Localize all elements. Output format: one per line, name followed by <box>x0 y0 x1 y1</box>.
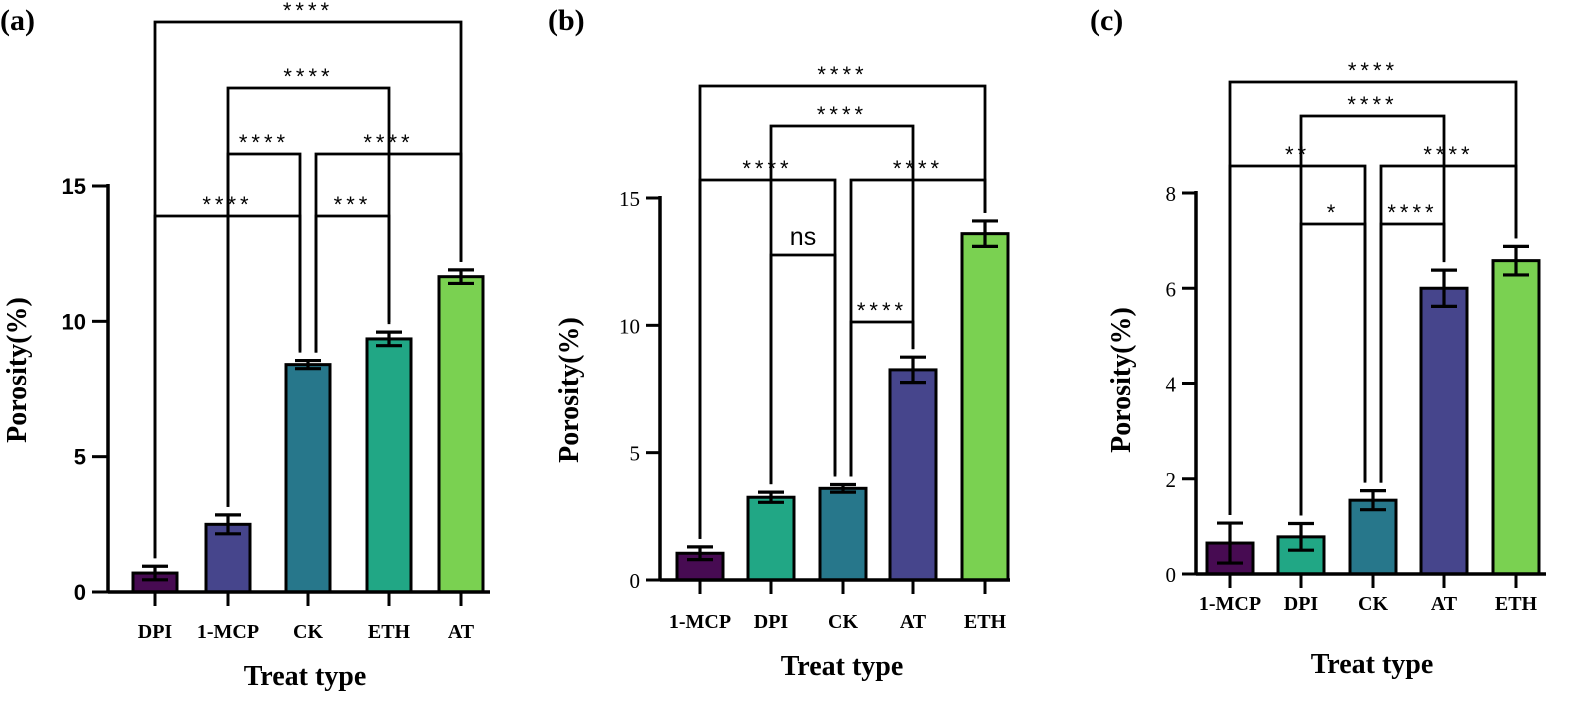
bar-eth <box>1491 259 1541 576</box>
bar-at <box>437 275 485 594</box>
y-tick-label: 10 <box>62 309 86 334</box>
x-tick-label: DPI <box>754 611 789 633</box>
x-tick-label: AT <box>1431 593 1458 615</box>
x-tick-label: ETH <box>964 611 1007 633</box>
bar-eth <box>960 232 1010 582</box>
y-tick-label: 8 <box>1166 182 1177 206</box>
error-bar-dpi <box>142 564 168 582</box>
significance-bracket <box>226 86 391 507</box>
x-tick-label: DPI <box>138 621 173 643</box>
panel-label: (b) <box>548 4 585 37</box>
significance-label: **** <box>1387 200 1437 225</box>
y-tick-label: 4 <box>1166 373 1177 397</box>
x-axis-title: Treat type <box>244 661 367 692</box>
error-bar-1-mcp <box>215 513 241 536</box>
x-tick-label: AT <box>448 621 475 643</box>
significance-label: **** <box>817 102 867 127</box>
bar-dpi <box>746 495 796 582</box>
x-tick-label: 1-MCP <box>1199 593 1261 615</box>
error-bar-1-mcp <box>1217 521 1243 565</box>
bar-ck <box>284 363 332 594</box>
x-tick-label: 1-MCP <box>197 621 259 643</box>
error-bar-at <box>900 355 926 385</box>
error-bar-at <box>1431 268 1457 308</box>
significance-label: **** <box>857 298 907 323</box>
significance-label: **** <box>1423 142 1473 167</box>
x-axis-title: Treat type <box>781 651 904 682</box>
significance-bracket <box>698 84 987 539</box>
y-tick-label: 0 <box>630 569 641 593</box>
x-tick-label: DPI <box>1284 593 1319 615</box>
significance-bracket <box>769 253 837 485</box>
y-tick-label: 15 <box>619 187 640 211</box>
error-bar-ck <box>295 358 321 371</box>
y-axis-title: Porosity(%) <box>554 317 585 463</box>
significance-label: ** <box>1285 142 1310 167</box>
significance-label: **** <box>202 192 252 217</box>
panel-label: (c) <box>1090 4 1123 37</box>
y-tick-label: 5 <box>74 445 86 470</box>
significance-label: *** <box>334 192 372 217</box>
x-tick-label: ETH <box>1495 593 1538 615</box>
bar-at <box>888 368 938 582</box>
error-bar-eth <box>1503 244 1529 277</box>
significance-bracket <box>1228 80 1518 516</box>
significance-bracket <box>769 124 915 485</box>
significance-bracket <box>1228 164 1367 516</box>
bar-ck <box>818 486 868 582</box>
x-tick-label: ETH <box>368 621 411 643</box>
error-bar-ck <box>1360 489 1386 512</box>
y-tick-label: 0 <box>74 580 86 605</box>
error-bar-ck <box>830 482 856 494</box>
chart-panel-c: (c) 0 2 4 6 8 1-MCP DPI CK AT ETH Treat type Porosit… <box>1090 4 1546 680</box>
y-tick-label: 0 <box>1166 563 1177 587</box>
significance-bracket <box>153 20 463 559</box>
error-bar-eth <box>972 219 998 248</box>
error-bar-at <box>448 268 474 286</box>
y-axis-title: Porosity(%) <box>1106 307 1137 453</box>
x-tick-label: CK <box>828 611 858 633</box>
y-tick-label: 2 <box>1166 468 1177 492</box>
error-bar-dpi <box>758 490 784 504</box>
significance-label: **** <box>363 130 413 155</box>
chart-panel-a: (a) 0 5 10 15 DPI 1-MCP CK ETH AT Treat type Porosi… <box>0 0 490 692</box>
bar-at <box>1419 286 1469 576</box>
error-bar-eth <box>376 330 402 348</box>
y-tick-label: 5 <box>630 442 641 466</box>
significance-label: **** <box>893 156 943 181</box>
x-tick-label: 1-MCP <box>669 611 731 633</box>
x-tick-label: CK <box>1358 593 1388 615</box>
bar-eth <box>365 337 413 594</box>
significance-label: **** <box>283 0 333 23</box>
x-axis-title: Treat type <box>1311 649 1434 680</box>
significance-label: **** <box>817 62 867 87</box>
significance-label: ns <box>790 223 816 251</box>
significance-label: * <box>1327 200 1340 225</box>
significance-label: **** <box>1348 58 1398 83</box>
significance-label: **** <box>742 156 792 181</box>
panel-label: (a) <box>0 4 35 37</box>
x-tick-label: AT <box>900 611 927 633</box>
error-bar-1-mcp <box>687 545 713 562</box>
x-tick-label: CK <box>293 621 323 643</box>
y-axis-title: Porosity(%) <box>2 297 33 443</box>
y-tick-label: 15 <box>62 174 86 199</box>
significance-label: **** <box>239 130 289 155</box>
significance-label: **** <box>283 64 333 89</box>
y-tick-label: 6 <box>1166 277 1177 301</box>
y-tick-label: 10 <box>619 314 640 338</box>
significance-label: **** <box>1347 92 1397 117</box>
significance-bracket <box>1299 114 1446 516</box>
significance-bracket <box>1299 222 1367 516</box>
error-bar-dpi <box>1288 521 1314 552</box>
chart-panel-b: (b) 0 5 10 15 1-MCP DPI CK AT ETH Treat type Porosi… <box>548 4 1010 682</box>
